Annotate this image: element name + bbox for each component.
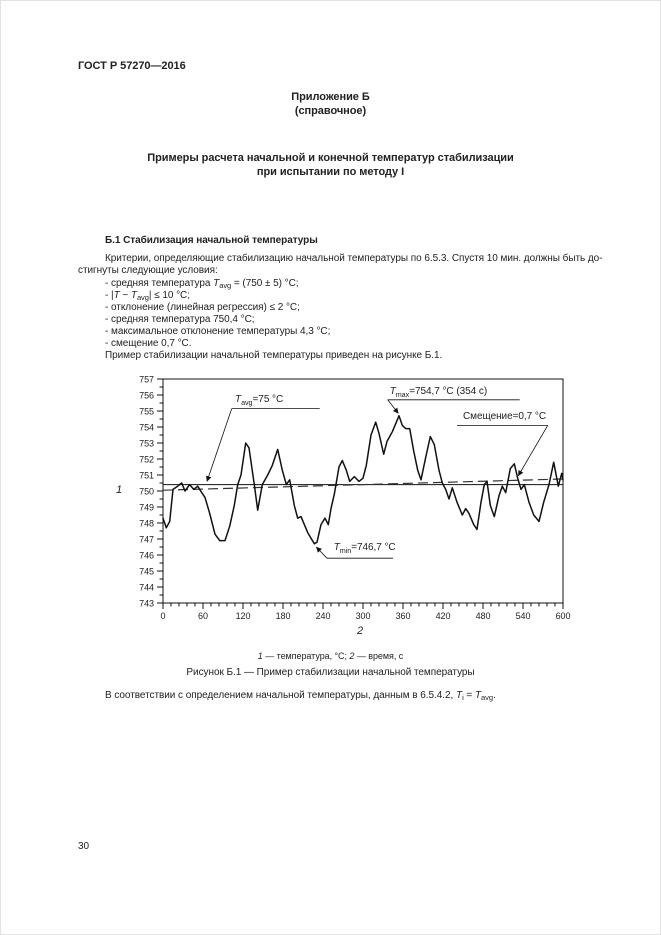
text-segment: - | xyxy=(105,290,114,301)
svg-text:745: 745 xyxy=(139,566,154,576)
text-segment: T xyxy=(130,290,137,301)
annotation-label: Tavg=75 °С xyxy=(235,394,283,407)
svg-text:480: 480 xyxy=(476,611,491,621)
svg-text:752: 752 xyxy=(139,454,154,464)
svg-text:757: 757 xyxy=(139,374,154,384)
intro-line2: стигнуты следующие условия: xyxy=(78,265,218,276)
figure-b1-chart: 743 744 745 746 747 748 749 750 751 752 753 754 755 7… xyxy=(116,374,571,637)
appendix-note: (справочное) xyxy=(294,105,367,117)
text-segment: T xyxy=(113,290,120,301)
svg-text:360: 360 xyxy=(396,611,411,621)
annotation-arrow xyxy=(316,546,328,559)
svg-text:180: 180 xyxy=(276,611,291,621)
text-segment: - средняя температура xyxy=(105,278,214,289)
example-note: Пример стабилизации начальной температур… xyxy=(105,350,443,361)
section-heading: Б.1 Стабилизация начальной температуры xyxy=(105,235,318,246)
svg-text:600: 600 xyxy=(556,611,571,621)
text-segment: - отклонение (линейная регрессия) ≤ 2 °С… xyxy=(105,302,300,313)
text-segment: T xyxy=(213,278,220,289)
temperature-series-line xyxy=(162,415,564,545)
criteria-item-4: - средняя температура 750,4 °С; xyxy=(105,314,255,326)
criteria-item-1: - средняя температура Tavg = (750 ± 5) °… xyxy=(105,278,299,292)
text-segment: − xyxy=(119,290,131,301)
svg-text:120: 120 xyxy=(236,611,251,621)
svg-text:753: 753 xyxy=(139,438,154,448)
svg-text:540: 540 xyxy=(516,611,531,621)
appendix-label: Приложение Б xyxy=(291,91,370,103)
svg-text:755: 755 xyxy=(139,406,154,416)
closing-paragraph: В соответствии с определением начальной … xyxy=(105,690,496,704)
criteria-item-6: - смещение 0,7 °С. xyxy=(105,338,192,350)
svg-text:756: 756 xyxy=(139,390,154,400)
text-segment: — время, с xyxy=(354,651,404,661)
text-segment: avg xyxy=(136,293,149,302)
svg-text:420: 420 xyxy=(436,611,451,621)
text-segment: i xyxy=(462,693,464,702)
svg-text:747: 747 xyxy=(139,534,154,544)
criteria-item-5: - максимальное отклонение температуры 4,… xyxy=(105,326,330,338)
text-segment: = (750 ± 5) °С; xyxy=(231,278,299,289)
annotation-arrow xyxy=(387,399,399,414)
text-segment: 1 xyxy=(257,651,263,661)
text-segment: T xyxy=(474,690,481,701)
criteria-item-3: - отклонение (линейная регрессия) ≤ 2 °С… xyxy=(105,302,300,314)
annotation-label: Tmin=746,7 °С xyxy=(334,542,396,555)
svg-text:240: 240 xyxy=(316,611,331,621)
annotation-arrow xyxy=(517,425,549,477)
page-number: 30 xyxy=(78,841,90,852)
text-segment: — температура, °С; xyxy=(262,651,350,661)
svg-text:60: 60 xyxy=(198,611,208,621)
text-segment: | ≤ 10 °С; xyxy=(148,290,190,301)
figure-legend: 1 — температура, °С; 2 — время, с xyxy=(0,650,661,662)
svg-text:751: 751 xyxy=(139,470,154,480)
text-segment: - максимальное отклонение температуры 4,… xyxy=(105,326,331,337)
svg-text:744: 744 xyxy=(139,582,154,592)
text-segment: avg xyxy=(219,281,232,290)
text-segment: avg xyxy=(481,693,493,702)
text-segment: 2 xyxy=(349,651,355,661)
text-segment: . xyxy=(492,690,496,701)
svg-text:743: 743 xyxy=(139,598,154,608)
annotation-arrow xyxy=(206,408,233,482)
svg-text:750: 750 xyxy=(139,486,154,496)
svg-text:749: 749 xyxy=(139,502,154,512)
text-segment: T xyxy=(456,690,463,701)
intro-line1: Критерии, определяющие стабилизацию нача… xyxy=(105,253,603,264)
text-segment: - средняя температура 750,4 °С; xyxy=(105,314,255,325)
svg-text:746: 746 xyxy=(139,550,154,560)
doc-title-line1: Примеры расчета начальной и конечной тем… xyxy=(147,152,514,164)
text-segment: В соответствии с определением начальной … xyxy=(105,690,456,701)
text-segment: - смещение 0,7 °С. xyxy=(105,338,192,349)
annotation-label: Tmax=754,7 °С (354 с) xyxy=(390,386,487,399)
x-axis-unit-label: 2 xyxy=(356,625,363,637)
svg-text:0: 0 xyxy=(161,611,166,621)
svg-text:754: 754 xyxy=(139,422,154,432)
svg-text:300: 300 xyxy=(356,611,371,621)
doc-title-line2: при испытании по методу I xyxy=(256,166,405,178)
y-axis-unit-label: 1 xyxy=(116,484,122,496)
figure-caption: Рисунок Б.1 — Пример стабилизации началь… xyxy=(186,667,475,678)
annotation-label: Смещение=0,7 °С xyxy=(463,411,546,422)
criteria-item-2: - |T − Tavg| ≤ 10 °С; xyxy=(105,290,190,304)
doc-number: ГОСТ Р 57270—2016 xyxy=(78,60,186,72)
text-segment: = xyxy=(463,690,475,701)
regression-line xyxy=(162,478,564,491)
svg-text:748: 748 xyxy=(139,518,154,528)
